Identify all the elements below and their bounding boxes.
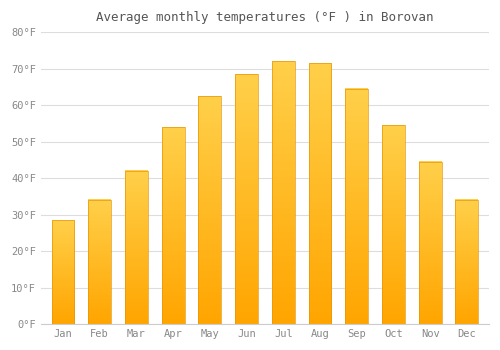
Bar bbox=[52, 220, 74, 324]
Bar bbox=[419, 162, 442, 324]
Bar bbox=[272, 61, 294, 324]
Title: Average monthly temperatures (°F ) in Borovan: Average monthly temperatures (°F ) in Bo… bbox=[96, 11, 434, 24]
Bar bbox=[308, 63, 332, 324]
Bar bbox=[346, 89, 368, 324]
Bar bbox=[88, 200, 111, 324]
Bar bbox=[382, 125, 405, 324]
Bar bbox=[162, 127, 184, 324]
Bar bbox=[456, 200, 478, 324]
Bar bbox=[198, 96, 221, 324]
Bar bbox=[125, 171, 148, 324]
Bar bbox=[235, 74, 258, 324]
